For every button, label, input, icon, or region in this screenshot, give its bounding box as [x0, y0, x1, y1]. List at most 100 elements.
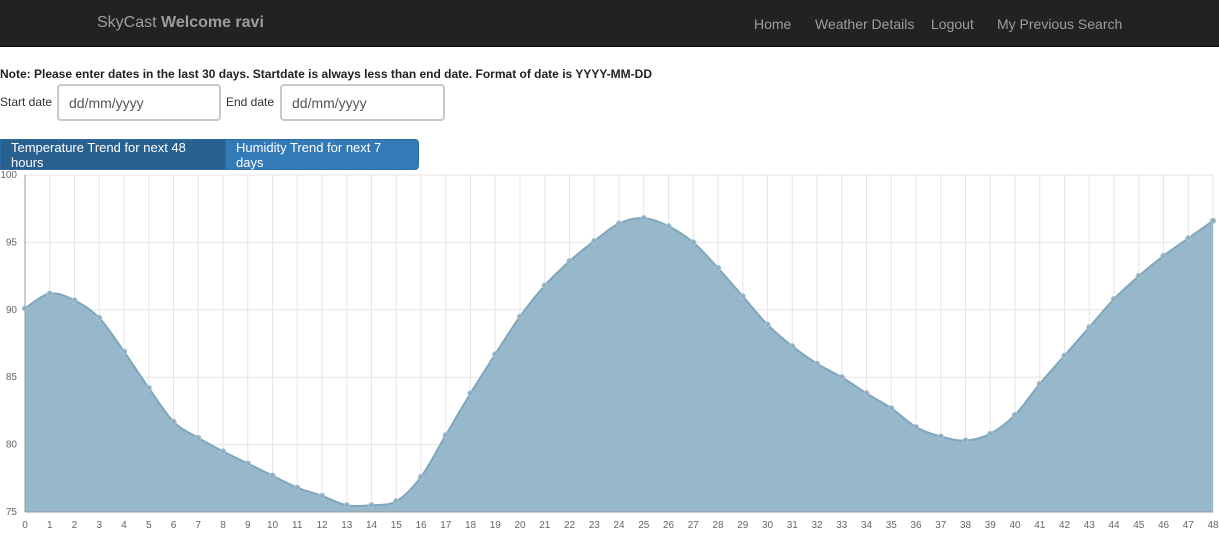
x-tick-label: 22	[564, 520, 576, 531]
y-tick-label: 75	[6, 507, 18, 518]
data-point	[467, 390, 474, 397]
x-tick-label: 33	[836, 520, 848, 531]
x-tick-label: 6	[171, 520, 177, 531]
start-date-input[interactable]	[57, 84, 221, 121]
x-tick-label: 12	[316, 520, 328, 531]
x-tick-label: 45	[1133, 520, 1145, 531]
brand-welcome: Welcome ravi	[161, 14, 264, 31]
data-point	[145, 384, 152, 392]
x-tick-label: 20	[514, 520, 526, 531]
data-point	[962, 437, 969, 444]
x-tick-label: 5	[146, 520, 152, 531]
x-tick-label: 40	[1009, 520, 1021, 531]
x-tick-label: 39	[985, 520, 997, 531]
end-date-input[interactable]	[280, 84, 445, 121]
y-tick-label: 90	[6, 305, 18, 316]
data-point	[541, 282, 548, 289]
x-tick-label: 18	[465, 520, 477, 531]
data-point	[813, 360, 821, 367]
data-point	[1011, 411, 1019, 419]
x-tick-label: 31	[787, 520, 799, 531]
date-note: Note: Please enter dates in the last 30 …	[0, 67, 652, 81]
data-point	[1185, 235, 1192, 242]
x-tick-label: 27	[688, 520, 700, 531]
end-date-label: End date	[226, 95, 275, 109]
x-tick-label: 21	[539, 520, 551, 531]
data-point	[1086, 324, 1093, 331]
x-tick-label: 37	[935, 520, 947, 531]
data-point	[343, 502, 350, 509]
nav-logout-link[interactable]: Logout	[931, 16, 974, 32]
x-tick-label: 43	[1084, 520, 1096, 531]
data-point	[937, 433, 944, 440]
series-area-fill	[25, 218, 1213, 512]
tab-humidity-trend[interactable]: Humidity Trend for next 7 days	[225, 139, 419, 170]
data-point	[838, 374, 845, 381]
start-date-label: Start date	[0, 95, 53, 109]
brand[interactable]: SkyCast Welcome ravi	[97, 14, 264, 32]
x-tick-label: 44	[1108, 520, 1120, 531]
data-point	[591, 237, 598, 245]
data-point	[690, 239, 697, 246]
x-tick-label: 35	[886, 520, 898, 531]
data-point	[71, 297, 78, 304]
data-point	[739, 293, 746, 300]
data-point	[863, 390, 870, 397]
x-tick-label: 46	[1158, 520, 1170, 531]
x-tick-label: 41	[1034, 520, 1046, 531]
data-point	[665, 223, 672, 230]
x-tick-label: 29	[737, 520, 749, 531]
data-point	[417, 473, 425, 481]
x-tick-label: 25	[638, 520, 650, 531]
x-tick-label: 13	[341, 520, 353, 531]
y-tick-label: 95	[6, 237, 18, 248]
x-tick-label: 32	[811, 520, 823, 531]
data-point	[21, 305, 29, 312]
data-point	[615, 220, 623, 227]
data-point	[219, 448, 227, 455]
x-tick-label: 3	[96, 520, 102, 531]
x-tick-label: 38	[960, 520, 972, 531]
data-point	[269, 472, 276, 479]
nav-weather-details-link[interactable]: Weather Details	[815, 16, 915, 32]
x-tick-label: 19	[490, 520, 502, 531]
data-point	[789, 343, 796, 350]
data-point	[1160, 252, 1167, 259]
data-point	[294, 484, 301, 491]
data-point	[1209, 217, 1217, 224]
data-point	[120, 348, 128, 355]
x-tick-label: 42	[1059, 520, 1071, 531]
y-tick-label: 80	[6, 440, 18, 451]
data-point	[1061, 352, 1068, 359]
data-point	[912, 423, 920, 431]
x-tick-label: 8	[220, 520, 226, 531]
data-point	[764, 321, 771, 328]
brand-name: SkyCast	[97, 14, 157, 31]
x-tick-label: 15	[391, 520, 403, 531]
x-tick-label: 11	[292, 520, 303, 531]
data-point	[393, 498, 400, 505]
x-tick-label: 48	[1207, 520, 1219, 531]
x-tick-label: 10	[267, 520, 279, 531]
nav-home-link[interactable]: Home	[754, 16, 792, 32]
nav-previous-search-link[interactable]: My Previous Search	[997, 16, 1123, 32]
tab-temperature-trend[interactable]: Temperature Trend for next 48 hours	[0, 139, 226, 170]
data-point	[318, 492, 326, 499]
x-tick-label: 4	[121, 520, 127, 531]
data-point	[46, 290, 53, 297]
x-tick-label: 24	[613, 520, 625, 531]
x-tick-label: 26	[663, 520, 675, 531]
data-point	[566, 258, 573, 265]
data-point	[1110, 295, 1118, 303]
x-tick-label: 7	[195, 520, 201, 531]
navbar: SkyCast Welcome ravi Home Weather Detail…	[0, 0, 1219, 47]
data-point	[170, 418, 177, 425]
data-point	[492, 351, 499, 358]
data-point	[888, 405, 895, 412]
data-point	[195, 434, 202, 441]
data-point	[516, 313, 524, 320]
x-tick-label: 9	[245, 520, 251, 531]
data-point	[244, 460, 251, 467]
x-tick-label: 2	[72, 520, 78, 531]
